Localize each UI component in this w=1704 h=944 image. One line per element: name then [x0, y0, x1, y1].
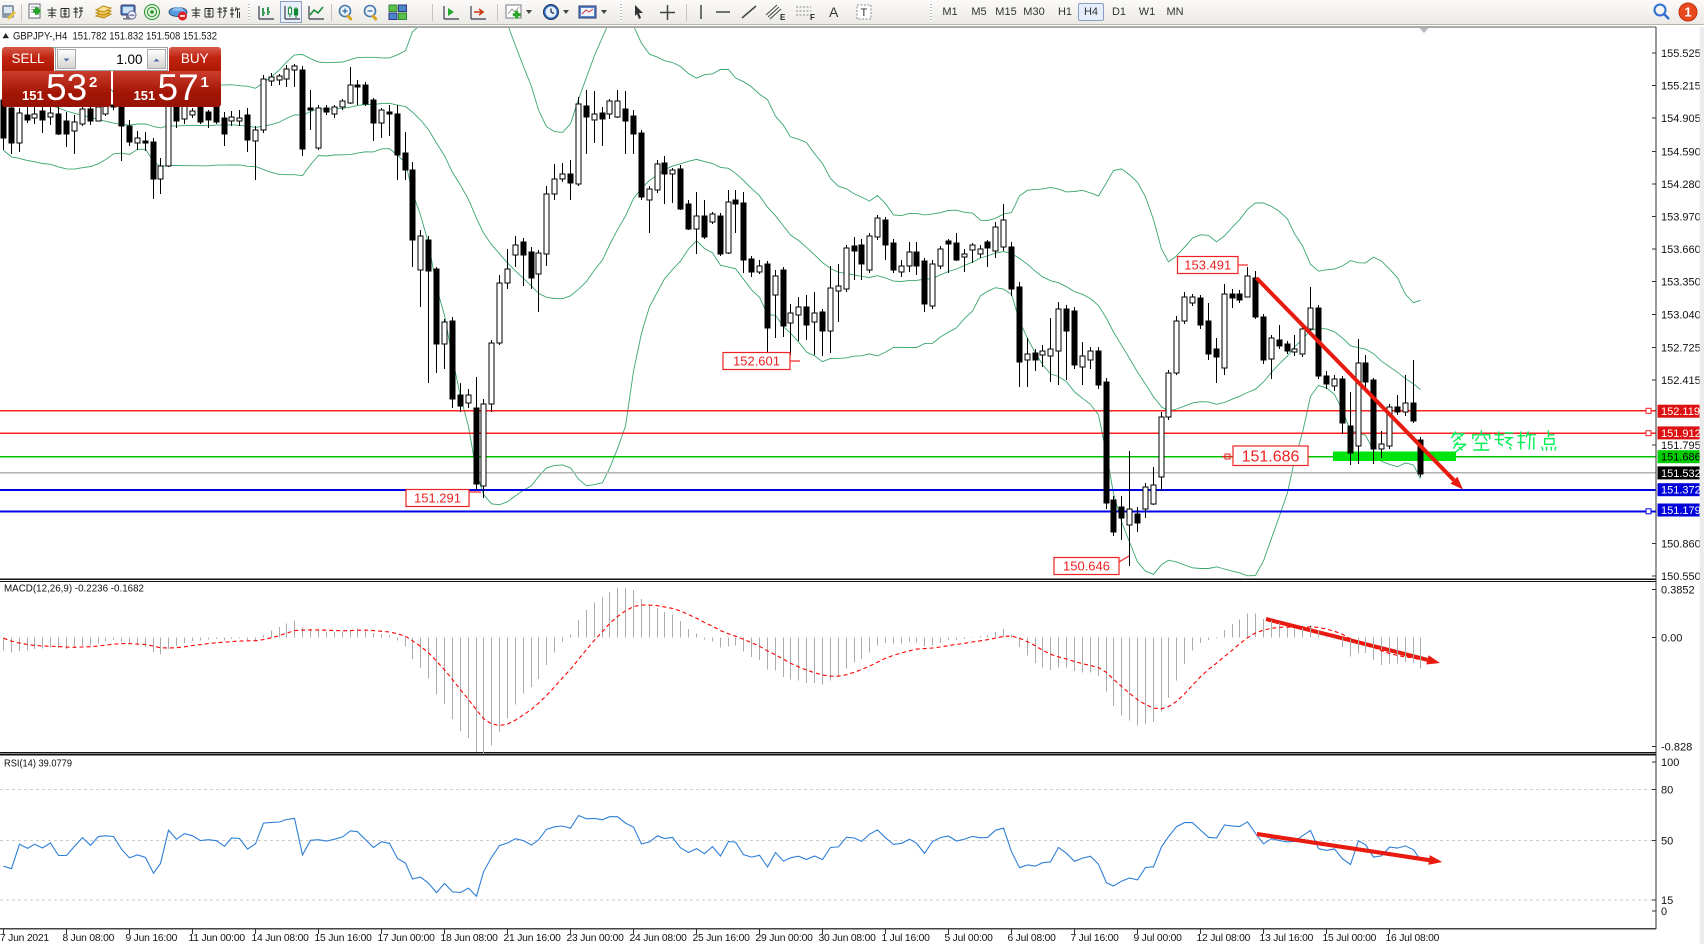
svg-text:0: 0	[1661, 906, 1667, 918]
svg-text:151.291: 151.291	[414, 491, 461, 506]
svg-text:7 Jul 16:00: 7 Jul 16:00	[1071, 933, 1120, 944]
svg-text:30 Jun 08:00: 30 Jun 08:00	[819, 933, 877, 944]
svg-text:15 Jun 16:00: 15 Jun 16:00	[315, 933, 373, 944]
svg-text:8 Jun 08:00: 8 Jun 08:00	[63, 933, 115, 944]
svg-text:23 Jun 00:00: 23 Jun 00:00	[567, 933, 625, 944]
svg-text:MACD(12,26,9) -0.2236 -0.1682: MACD(12,26,9) -0.2236 -0.1682	[4, 583, 144, 595]
svg-text:T: T	[861, 7, 868, 19]
svg-text:-0.828: -0.828	[1661, 742, 1692, 754]
svg-text:15: 15	[1661, 895, 1673, 907]
svg-text:152.725: 152.725	[1661, 342, 1701, 354]
svg-text:80: 80	[1661, 785, 1673, 797]
svg-text:5 Jul 00:00: 5 Jul 00:00	[945, 933, 994, 944]
svg-text:GBPJPY-,H4 151.782 151.832 15: GBPJPY-,H4 151.782 151.832 151.508 151.5…	[13, 30, 217, 42]
svg-text:9 Jun 16:00: 9 Jun 16:00	[126, 933, 178, 944]
svg-text:13 Jul 16:00: 13 Jul 16:00	[1260, 933, 1314, 944]
svg-text:151.686: 151.686	[1661, 452, 1701, 464]
svg-text:17 Jun 00:00: 17 Jun 00:00	[378, 933, 436, 944]
svg-text:15 Jul 00:00: 15 Jul 00:00	[1323, 933, 1377, 944]
svg-text:150.646: 150.646	[1063, 559, 1110, 574]
svg-text:153.350: 153.350	[1661, 277, 1701, 289]
svg-text:24 Jun 08:00: 24 Jun 08:00	[630, 933, 688, 944]
svg-text:154.280: 154.280	[1661, 179, 1701, 191]
svg-text:7 Jun 2021: 7 Jun 2021	[0, 933, 49, 944]
svg-text:151.912: 151.912	[1661, 428, 1701, 440]
svg-text:153.660: 153.660	[1661, 244, 1701, 256]
svg-text:154.590: 154.590	[1661, 146, 1701, 158]
svg-text:150.860: 150.860	[1661, 539, 1701, 551]
svg-text:RSI(14) 39.0779: RSI(14) 39.0779	[4, 758, 72, 770]
svg-text:6 Jul 08:00: 6 Jul 08:00	[1008, 933, 1057, 944]
svg-text:29 Jun 00:00: 29 Jun 00:00	[756, 933, 814, 944]
svg-text:151.795: 151.795	[1661, 440, 1701, 452]
svg-text:21 Jun 16:00: 21 Jun 16:00	[504, 933, 562, 944]
svg-text:153.970: 153.970	[1661, 212, 1701, 224]
svg-text:152.119: 152.119	[1661, 406, 1700, 418]
svg-text:16 Jul 08:00: 16 Jul 08:00	[1386, 933, 1440, 944]
svg-text:11 Jun 00:00: 11 Jun 00:00	[189, 933, 246, 944]
svg-text:F: F	[810, 13, 815, 22]
svg-text:152.601: 152.601	[733, 354, 780, 369]
svg-text:1: 1	[1684, 5, 1691, 20]
svg-text:E: E	[780, 13, 786, 22]
svg-text:100: 100	[1661, 757, 1679, 769]
svg-text:151.532: 151.532	[1661, 468, 1701, 480]
svg-text:0.3852: 0.3852	[1661, 585, 1695, 597]
svg-text:150.550: 150.550	[1661, 571, 1701, 583]
svg-text:12 Jul 08:00: 12 Jul 08:00	[1197, 933, 1251, 944]
svg-text:153.491: 153.491	[1184, 258, 1231, 273]
svg-text:25 Jun 16:00: 25 Jun 16:00	[693, 933, 751, 944]
svg-text:151.372: 151.372	[1661, 485, 1701, 497]
svg-text:153.040: 153.040	[1661, 309, 1701, 321]
svg-text:0.00: 0.00	[1661, 632, 1682, 644]
svg-text:152.415: 152.415	[1661, 375, 1701, 387]
svg-text:151.179: 151.179	[1661, 505, 1701, 517]
svg-text:155.525: 155.525	[1661, 48, 1701, 60]
svg-text:155.215: 155.215	[1661, 81, 1701, 93]
svg-text:151.686: 151.686	[1242, 449, 1300, 466]
svg-text:1 Jul 16:00: 1 Jul 16:00	[882, 933, 931, 944]
svg-text:9 Jul 00:00: 9 Jul 00:00	[1134, 933, 1183, 944]
svg-text:50: 50	[1661, 836, 1673, 848]
svg-text:154.905: 154.905	[1661, 113, 1701, 125]
svg-text:18 Jun 08:00: 18 Jun 08:00	[441, 933, 499, 944]
svg-text:14 Jun 08:00: 14 Jun 08:00	[252, 933, 310, 944]
